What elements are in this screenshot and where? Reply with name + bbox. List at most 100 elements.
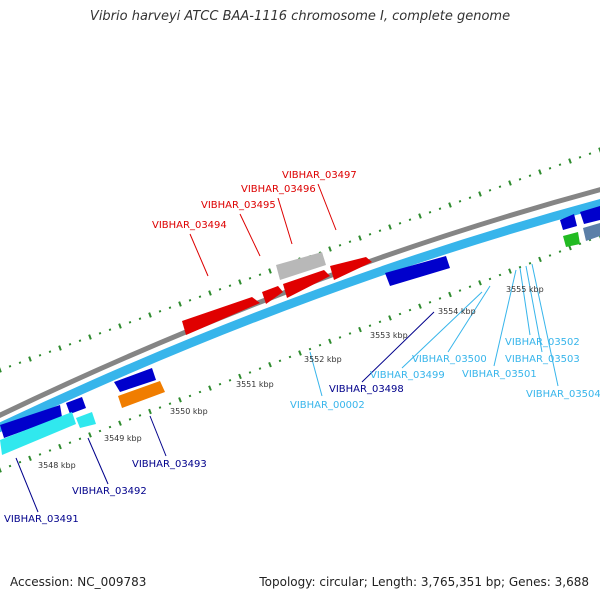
outer-tick-major [568, 158, 572, 164]
gene-arrow-reverse[interactable] [385, 256, 450, 286]
outer-tick-minor [518, 178, 522, 181]
outer-tick-minor [248, 277, 252, 280]
gene-label-VIBHAR_03500[interactable]: VIBHAR_03500 [412, 354, 487, 365]
inner-tick-minor [198, 390, 202, 394]
gene-arrow-reverse[interactable] [0, 405, 62, 438]
inner-tick-minor [318, 343, 322, 347]
outer-tick-minor [368, 233, 372, 236]
outer-tick-ring [0, 147, 600, 373]
inner-tick-minor [528, 262, 532, 265]
gene-box-grey[interactable] [276, 252, 326, 280]
outer-tick-minor [168, 306, 172, 309]
outer-tick-minor [218, 288, 222, 291]
inner-tick-major [0, 467, 2, 473]
inner-tick-minor [548, 254, 552, 257]
inner-tick-minor [68, 441, 72, 444]
gene-label-VIBHAR_03501[interactable]: VIBHAR_03501 [462, 369, 537, 380]
inner-tick-minor [78, 437, 82, 441]
outer-tick-minor [38, 354, 42, 357]
gene-label-leaders [15, 183, 559, 513]
inner-tick-minor [308, 347, 312, 351]
gene-label-VIBHAR_03491[interactable]: VIBHAR_03491 [4, 514, 79, 525]
inner-tick-minor [138, 414, 142, 417]
leader-VIBHAR_03497 [317, 183, 337, 231]
gene-label-VIBHAR_03496[interactable]: VIBHAR_03496 [241, 184, 316, 195]
scale-label: 3553 kbp [370, 331, 408, 340]
outer-tick-major [268, 268, 272, 274]
gene-label-VIBHAR_03492[interactable]: VIBHAR_03492 [72, 486, 147, 497]
outer-tick-minor [468, 196, 472, 199]
gene-box-cyan[interactable] [76, 412, 96, 428]
gene-arrow-reverse[interactable] [66, 397, 86, 414]
inner-tick-minor [228, 379, 232, 382]
gene-label-VIBHAR_03498[interactable]: VIBHAR_03498 [329, 384, 404, 395]
gene-arrow-VIBHAR_03496[interactable] [283, 270, 330, 298]
inner-tick-major [178, 397, 182, 403]
gene-arrow-reverse[interactable] [560, 214, 577, 230]
inner-tick-minor [518, 265, 522, 269]
gene-label-VIBHAR_03494[interactable]: VIBHAR_03494 [152, 220, 227, 231]
leader-VIBHAR_03503 [525, 265, 543, 353]
outer-tick-minor [428, 211, 432, 214]
gene-arrow-VIBHAR_03494[interactable] [182, 297, 260, 335]
inner-tick-minor [258, 367, 262, 370]
gene-arrow-VIBHAR_03497[interactable] [330, 257, 372, 280]
gene-label-VIBHAR_03493[interactable]: VIBHAR_03493 [132, 459, 207, 470]
gene-box-green[interactable] [563, 232, 580, 247]
inner-tick-major [58, 443, 62, 450]
gene-arrow-reverse[interactable] [114, 368, 156, 392]
outer-tick-minor [8, 365, 12, 368]
outer-tick-minor [348, 240, 352, 243]
leader-VIBHAR_03498 [361, 311, 435, 383]
gene-arrow-reverse[interactable] [580, 206, 600, 224]
inner-tick-major [28, 455, 32, 461]
outer-tick-major [478, 191, 482, 197]
map-title: Vibrio harveyi ATCC BAA-1116 chromosome … [89, 9, 511, 24]
gene-arrow-reverse[interactable] [583, 223, 600, 241]
inner-tick-major [208, 385, 212, 391]
gene-arrow-VIBHAR_03495[interactable] [262, 286, 283, 304]
inner-tick-major [238, 373, 242, 380]
outer-tick-minor [528, 174, 532, 177]
leader-VIBHAR_00002 [309, 351, 323, 397]
outer-tick-minor [68, 343, 72, 346]
inner-tick-minor [428, 301, 432, 304]
inner-tick-minor [498, 273, 502, 277]
inner-tick-minor [98, 429, 102, 433]
inner-tick-minor [408, 308, 412, 312]
inner-tick-major [268, 362, 272, 368]
gene-label-VIBHAR_03495[interactable]: VIBHAR_03495 [201, 200, 276, 211]
inner-tick-minor [8, 464, 12, 468]
gene-label-VIBHAR_00002[interactable]: VIBHAR_00002 [290, 400, 365, 411]
outer-tick-minor [138, 317, 142, 320]
gene-labels: VIBHAR_03494 VIBHAR_03495 VIBHAR_03496 VIBH… [4, 170, 600, 525]
gene-label-VIBHAR_03502[interactable]: VIBHAR_03502 [505, 337, 580, 348]
leader-VIBHAR_03494 [189, 233, 209, 277]
outer-tick-major [538, 169, 542, 175]
other-genes [0, 232, 580, 455]
gene-label-VIBHAR_03504[interactable]: VIBHAR_03504 [526, 389, 600, 400]
scale-labels: 3548 kbp 3549 kbp 3550 kbp 3551 kbp 3552 kbp… [38, 285, 544, 470]
gene-label-VIBHAR_03499[interactable]: VIBHAR_03499 [370, 370, 445, 381]
inner-tick-minor [278, 359, 282, 363]
leader-VIBHAR_03501 [493, 269, 517, 367]
outer-tick-minor [488, 189, 492, 192]
gene-label-VIBHAR_03497[interactable]: VIBHAR_03497 [282, 170, 357, 181]
inner-tick-minor [468, 285, 472, 288]
reverse-genes [0, 206, 600, 438]
gene-box-cyan[interactable] [0, 412, 76, 455]
outer-tick-major [418, 213, 422, 219]
scale-label: 3555 kbp [506, 285, 544, 294]
inner-tick-major [388, 315, 392, 321]
inner-tick-minor [348, 332, 352, 335]
outer-tick-major [388, 224, 392, 230]
gene-box-orange[interactable] [118, 381, 165, 408]
outer-tick-minor [338, 244, 342, 247]
leader-VIBHAR_03491 [15, 457, 39, 513]
outer-tick-minor [498, 185, 502, 188]
inner-tick-major [328, 338, 332, 344]
inner-tick-minor [398, 312, 402, 316]
inner-tick-minor [48, 449, 52, 452]
gene-label-VIBHAR_03503[interactable]: VIBHAR_03503 [505, 354, 580, 365]
